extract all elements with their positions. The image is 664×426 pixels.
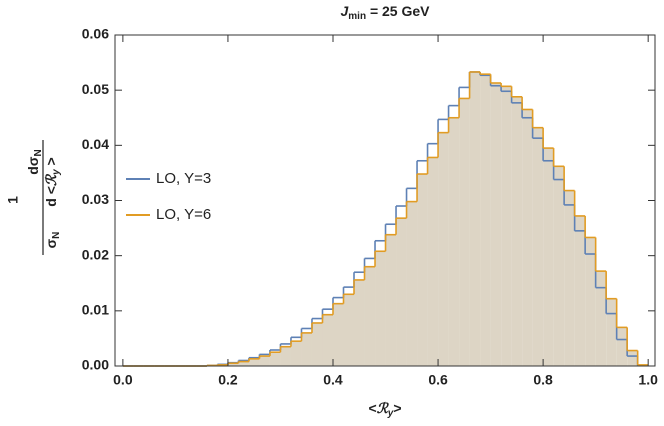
bar-fill xyxy=(311,322,323,366)
bar-fill xyxy=(564,190,575,366)
bar-fill xyxy=(343,294,355,366)
bar-fill xyxy=(616,327,628,366)
y-tick-label: 0.06 xyxy=(82,26,109,42)
x-axis-label: <ℛy> xyxy=(368,400,401,419)
bar-fill xyxy=(459,98,470,367)
label-part: d < xyxy=(43,186,59,207)
bar-fill xyxy=(522,109,533,366)
bar-fill xyxy=(574,215,586,366)
legend-label: LO, Y=6 xyxy=(156,206,211,223)
label-part: ℛ xyxy=(43,173,59,186)
bar-fill xyxy=(585,237,596,366)
chart-title: Jmin = 25 GeV xyxy=(340,3,430,22)
bar-fill xyxy=(553,166,565,366)
bar-fill xyxy=(322,314,333,366)
bar-fill xyxy=(543,148,554,366)
y-axis-label: 1 dσN σN d <ℛy > xyxy=(5,140,62,255)
label-part: < xyxy=(368,400,376,416)
bar-fill xyxy=(606,298,617,366)
title-part: = 25 GeV xyxy=(366,3,430,19)
label-part: y xyxy=(51,169,62,176)
bar-fill xyxy=(248,358,260,366)
bar-fill xyxy=(501,86,512,367)
label-part: ℛ xyxy=(377,400,390,416)
y-tick-label: 0.04 xyxy=(82,136,109,152)
y-tick-label: 0.01 xyxy=(82,302,109,318)
label-part: y xyxy=(387,408,394,419)
label-part: dσN xyxy=(25,149,44,174)
bar-fill xyxy=(595,271,607,366)
bar-fill xyxy=(227,363,239,366)
bar-fill xyxy=(280,346,291,366)
bar-fill xyxy=(417,174,428,366)
y-tick-label: 0.03 xyxy=(82,191,109,207)
bar-fill xyxy=(385,234,397,366)
bar-fill xyxy=(511,96,523,366)
bar-fill xyxy=(332,303,344,366)
bar-fill xyxy=(238,361,249,366)
bar-fill xyxy=(259,356,270,366)
label-part: σN xyxy=(43,232,62,249)
legend-label: LO, Y=3 xyxy=(156,170,211,187)
x-tick-label: 0.8 xyxy=(533,372,553,388)
bar-fill xyxy=(364,266,376,366)
bar-fill xyxy=(490,82,502,367)
y-tick-label: 0.05 xyxy=(82,81,109,97)
bar-fill xyxy=(375,251,386,366)
bar-fill xyxy=(532,127,544,367)
bar-fill xyxy=(480,74,491,366)
label-part: > xyxy=(393,400,401,416)
bar-fill xyxy=(406,201,418,366)
x-tick-label: 1.0 xyxy=(638,372,658,388)
bar-fill xyxy=(269,352,281,366)
x-tick-label: 0.0 xyxy=(113,372,133,388)
bar-fill xyxy=(290,341,302,366)
x-tick-label: 0.6 xyxy=(428,372,448,388)
bar-fill xyxy=(469,71,481,366)
bar-fill xyxy=(396,218,407,366)
label-part: dσ xyxy=(25,156,41,175)
bar-fill xyxy=(438,132,449,366)
bar-fill xyxy=(448,117,460,366)
label-part: > xyxy=(43,157,59,169)
bar-fill xyxy=(427,157,439,366)
label-part: d <ℛy > xyxy=(43,157,62,206)
label-part: σ xyxy=(43,238,59,248)
label-part: N xyxy=(33,149,44,156)
y-tick-label: 0.02 xyxy=(82,246,109,262)
bar-fill xyxy=(301,332,312,366)
label-part: N xyxy=(51,232,62,239)
label-part: 1 xyxy=(5,196,21,204)
x-tick-label: 0.4 xyxy=(323,372,343,388)
bar-fill xyxy=(627,350,638,366)
title-part: J xyxy=(340,3,349,19)
y-tick-label: 0.00 xyxy=(82,357,109,373)
x-tick-label: 0.2 xyxy=(218,372,238,388)
bar-fill xyxy=(354,279,365,366)
title-part: min xyxy=(348,11,366,22)
